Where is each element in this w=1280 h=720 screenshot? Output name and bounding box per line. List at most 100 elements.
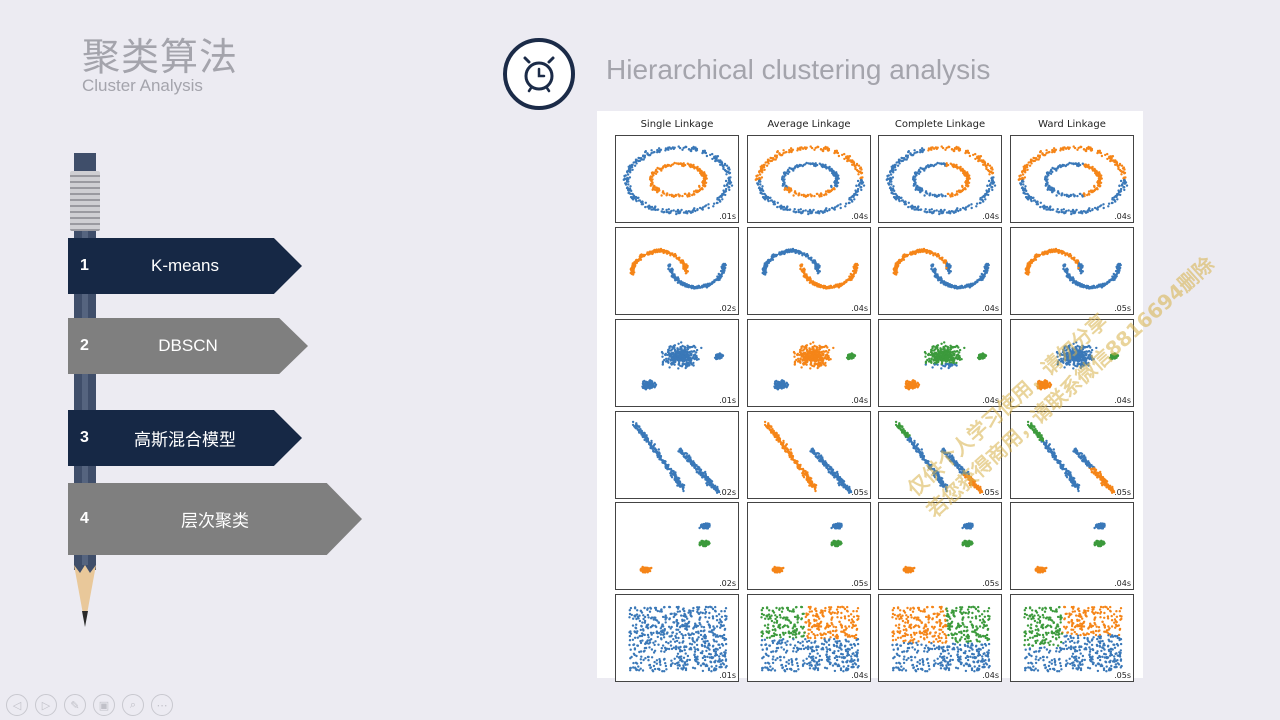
scatter-point — [839, 284, 842, 288]
scatter-point — [1091, 168, 1094, 171]
scatter-point — [1114, 200, 1117, 203]
scatter-point — [762, 269, 765, 272]
scatter-point — [1083, 193, 1086, 196]
scatter-point — [803, 273, 806, 276]
menu-item-kmeans[interactable]: 1 K-means — [68, 238, 302, 294]
scatter-point — [1118, 164, 1121, 167]
scatter-point — [1119, 187, 1123, 191]
scatter-point — [813, 148, 816, 151]
scatter-point — [679, 364, 682, 367]
scatter-point — [1028, 196, 1032, 199]
scatter-point — [663, 358, 666, 362]
section-heading: Hierarchical clustering analysis — [606, 54, 991, 85]
scatter-point — [773, 255, 776, 258]
scatter-point — [698, 188, 702, 192]
scatter-point — [892, 185, 895, 188]
scatter-point — [1035, 253, 1038, 256]
scatter-point — [627, 189, 630, 192]
scatter-point — [824, 344, 827, 348]
scatter-point — [686, 162, 689, 165]
scatter-point — [946, 284, 950, 287]
scatter-point — [675, 256, 679, 260]
scatter-point — [813, 344, 816, 348]
scatter-point — [917, 170, 920, 173]
scatter-point — [682, 360, 685, 363]
scatter-point — [677, 342, 680, 345]
scatter-point — [981, 196, 984, 199]
scatter-point — [783, 171, 786, 174]
scatter-point — [799, 208, 802, 211]
scatter-point — [769, 156, 772, 160]
scatter-point — [898, 258, 901, 262]
scatter-point — [1093, 169, 1097, 173]
scatter-point — [961, 185, 964, 189]
scatter-point — [666, 148, 669, 151]
scatter-point — [1061, 250, 1064, 253]
scatter-point — [784, 173, 787, 177]
scatter-point — [955, 163, 958, 167]
scatter-point — [817, 359, 820, 362]
scatter-point — [930, 267, 933, 271]
scatter-point — [1099, 151, 1103, 155]
scatter-point — [810, 146, 814, 150]
scatter-point — [711, 157, 714, 161]
scatter-point — [981, 275, 984, 278]
scatter-point — [1049, 170, 1052, 173]
scatter-point — [1118, 269, 1121, 272]
scatter-point — [728, 180, 732, 184]
scatter-point — [667, 211, 670, 214]
menu-item-gmm[interactable]: 3 高斯混合模型 — [68, 410, 302, 466]
scatter-point — [1044, 205, 1047, 209]
pencil-tip — [74, 565, 96, 627]
scatter-point — [631, 262, 634, 265]
scatter-point — [809, 367, 812, 370]
scatter-point — [685, 211, 689, 214]
scatter-point — [1104, 153, 1107, 157]
scatter-point — [1073, 195, 1076, 198]
scatter-point — [948, 266, 951, 269]
scatter-point — [898, 199, 901, 203]
scatter-point — [848, 277, 852, 281]
scatter-point — [638, 255, 641, 258]
scatter-point — [1030, 158, 1033, 162]
scatter-point — [692, 354, 696, 357]
scatter-point — [650, 205, 654, 209]
scatter-point — [787, 186, 790, 189]
scatter-point — [764, 269, 767, 272]
scatter-point — [828, 190, 831, 194]
scatter-point — [943, 208, 946, 212]
scatter-point — [657, 248, 661, 251]
scatter-point — [802, 363, 805, 366]
scatter-point — [712, 202, 716, 205]
scatter-point — [705, 154, 709, 158]
scatter-point — [1072, 193, 1075, 196]
scatter-point — [774, 158, 777, 161]
menu-item-dbscn[interactable]: 2 DBSCN — [68, 318, 308, 374]
scatter-point — [682, 266, 685, 270]
scatter-point — [649, 184, 652, 187]
scatter-point — [823, 193, 826, 197]
scatter-point — [1118, 266, 1121, 269]
scatter-point — [646, 153, 649, 156]
scatter-point — [637, 196, 640, 199]
scatter-point — [782, 379, 785, 383]
scatter-point — [1091, 190, 1094, 194]
scatter-point — [824, 163, 827, 167]
scatter-point — [853, 271, 857, 274]
scatter-point — [631, 192, 634, 196]
menu-item-hierarchical[interactable]: 4 层次聚类 — [68, 483, 362, 555]
scatter-point — [707, 206, 710, 210]
scatter-point — [713, 279, 716, 283]
scatter-point — [654, 170, 657, 173]
scatter-point — [949, 162, 952, 165]
scatter-point — [671, 252, 674, 255]
scatter-point — [1111, 155, 1115, 158]
scatter-point — [672, 275, 676, 279]
scatter-point — [894, 192, 897, 196]
scatter-point — [725, 164, 729, 167]
scatter-point — [711, 152, 714, 156]
scatter-point — [856, 187, 860, 191]
scatter-point — [1091, 165, 1094, 169]
scatter-point — [707, 203, 710, 206]
scatter-plot — [622, 145, 734, 216]
